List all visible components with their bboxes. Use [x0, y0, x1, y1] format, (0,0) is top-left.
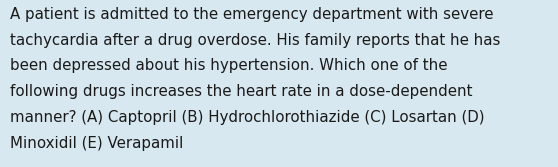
Text: Minoxidil (E) Verapamil: Minoxidil (E) Verapamil	[10, 136, 184, 151]
Text: following drugs increases the heart rate in a dose-dependent: following drugs increases the heart rate…	[10, 84, 473, 99]
Text: tachycardia after a drug overdose. His family reports that he has: tachycardia after a drug overdose. His f…	[10, 33, 501, 48]
Text: A patient is admitted to the emergency department with severe: A patient is admitted to the emergency d…	[10, 7, 493, 22]
Text: been depressed about his hypertension. Which one of the: been depressed about his hypertension. W…	[10, 58, 448, 73]
Text: manner? (A) Captopril (B) Hydrochlorothiazide (C) Losartan (D): manner? (A) Captopril (B) Hydrochlorothi…	[10, 110, 485, 125]
